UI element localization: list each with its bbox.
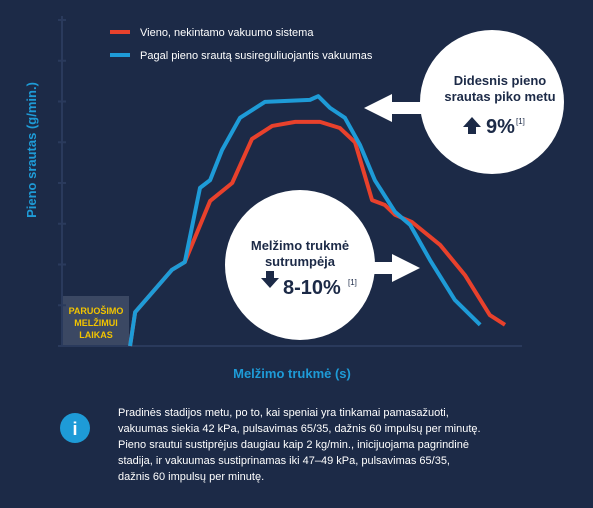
info-icon [60,413,90,443]
info-text: dažnis 60 impulsų per minutę. [118,471,264,483]
series-line [128,119,507,347]
info-text: vakuumas siekia 42 kPa, pulsavimas 65/35… [118,423,481,435]
prep-box [63,296,129,346]
callout-arrow [370,254,420,282]
y-axis-label: Pieno srautas (g/min.) [24,82,39,218]
legend-label: Vieno, nekintamo vakuumo sistema [140,27,314,39]
info-text: stadija, ir vakuumas sustiprinamas iki 4… [118,455,450,467]
callout-circle [225,190,375,340]
info-icon-text: i [72,419,77,439]
callout-text: Didesnis pieno [454,73,547,88]
down-arrow [261,271,279,288]
callout-text: Melžimo trukmė [251,238,349,253]
x-axis-label: Melžimo trukmė (s) [233,366,351,381]
callout-arrow [364,94,422,122]
callout-circle [420,30,564,174]
info-text: Pieno srautui sustiprėjus daugiau kaip 2… [118,439,469,451]
prep-text: MELŽIMUI [74,317,118,328]
legend-label: Pagal pieno srautą susireguliuojantis va… [140,50,373,62]
callout-value: 8-10% [283,277,341,299]
prep-text: PARUOŠIMO [69,305,124,316]
callout-ref: [1] [516,117,525,126]
series-line [128,94,482,347]
callout-text: sutrumpėja [265,254,336,269]
info-text: Pradinės stadijos metu, po to, kai speni… [118,407,449,419]
callout-value: 9% [486,116,515,138]
up-arrow [463,117,481,134]
callout-ref: [1] [348,278,357,287]
callout-text: srautas piko metu [444,89,555,104]
prep-text: LAIKAS [79,330,113,340]
